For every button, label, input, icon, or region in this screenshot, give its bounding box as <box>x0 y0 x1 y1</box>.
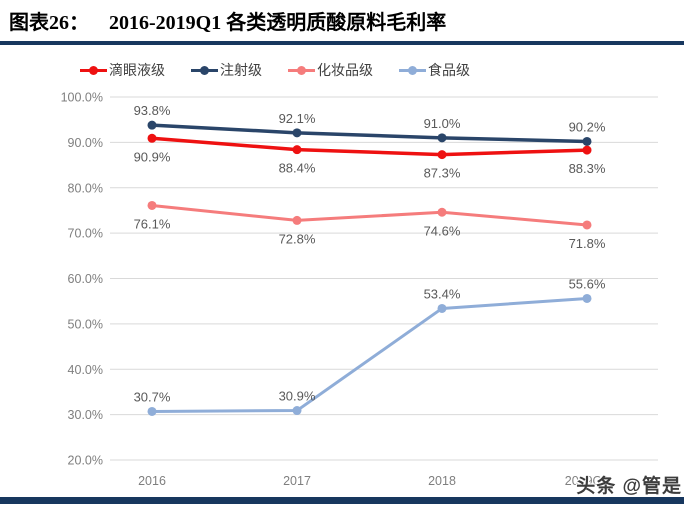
watermark: 头条 @管是 <box>576 476 682 497</box>
y-axis-tick-label: 70.0% <box>68 227 103 241</box>
series-line-injection-grade <box>150 123 589 144</box>
legend-item-food-grade: 食品级 <box>399 60 470 80</box>
data-label-cosmetic-grade: 74.6% <box>424 223 461 238</box>
y-axis-tick-label: 30.0% <box>68 408 103 422</box>
data-label-injection-grade: 91.0% <box>424 116 461 131</box>
legend-label-food-grade: 食品级 <box>428 62 470 78</box>
x-axis-tick-label: 2019Q1 <box>565 474 610 488</box>
series-line-eye-drop-grade <box>150 136 589 157</box>
legend-label-eye-drop-grade: 滴眼液级 <box>109 62 165 78</box>
data-point-injection-grade <box>292 128 302 138</box>
data-point-cosmetic-grade <box>147 200 157 210</box>
legend-label-cosmetic-grade: 化妆品级 <box>317 62 373 78</box>
legend-marker-eye-drop-grade <box>80 65 107 75</box>
legend-marker-injection-grade <box>191 65 218 75</box>
data-label-injection-grade: 93.8% <box>134 103 171 118</box>
legend-item-cosmetic-grade: 化妆品级 <box>288 60 373 80</box>
legend-marker-food-grade <box>399 65 426 75</box>
data-point-eye-drop-grade <box>437 150 447 160</box>
data-point-cosmetic-grade <box>582 220 592 230</box>
legend-marker-cosmetic-grade <box>288 65 315 75</box>
bottom-divider <box>0 497 684 504</box>
figure-number-label: 图表26： <box>9 12 89 34</box>
title-divider <box>0 41 684 45</box>
x-axis-tick-label: 2017 <box>283 474 311 488</box>
legend-label-injection-grade: 注射级 <box>220 62 262 78</box>
data-point-food-grade <box>292 406 302 416</box>
figure-title-row: 图表26： 2016-2019Q1 各类透明质酸原料毛利率 <box>9 6 446 35</box>
series-line-cosmetic-grade <box>150 203 589 227</box>
data-label-cosmetic-grade: 72.8% <box>279 231 316 246</box>
y-axis-tick-label: 100.0% <box>61 91 103 105</box>
data-label-eye-drop-grade: 90.9% <box>134 149 171 164</box>
y-axis-tick-label: 80.0% <box>68 181 103 195</box>
data-label-cosmetic-grade: 76.1% <box>134 216 171 231</box>
data-point-injection-grade <box>582 136 592 146</box>
y-axis-tick-label: 60.0% <box>68 272 103 286</box>
data-point-cosmetic-grade <box>292 215 302 225</box>
data-label-food-grade: 30.9% <box>279 389 316 404</box>
data-point-food-grade <box>582 293 592 303</box>
data-point-eye-drop-grade <box>292 145 302 155</box>
data-label-injection-grade: 92.1% <box>279 111 316 126</box>
chart-legend: 滴眼液级 注射级 化妆品级 食品级 <box>55 60 495 80</box>
y-axis-tick-label: 20.0% <box>68 454 103 468</box>
line-chart: 100.0% 90.0% 80.0% 70.0% 60.0% 50.0% 40.0% 30.0… <box>61 91 658 488</box>
data-point-food-grade <box>437 303 447 313</box>
data-point-cosmetic-grade <box>437 207 447 217</box>
data-point-eye-drop-grade <box>147 133 157 143</box>
chart-area: 100.0% 90.0% 80.0% 70.0% 60.0% 50.0% 40.0% 30.0… <box>0 85 684 497</box>
data-label-eye-drop-grade: 88.4% <box>279 161 316 176</box>
y-axis-tick-label: 90.0% <box>68 136 103 150</box>
y-axis-tick-label: 50.0% <box>68 317 103 331</box>
figure-title: 2016-2019Q1 各类透明质酸原料毛利率 <box>109 12 447 34</box>
x-axis-tick-label: 2018 <box>428 474 456 488</box>
data-point-eye-drop-grade <box>582 145 592 155</box>
data-label-food-grade: 55.6% <box>569 276 606 291</box>
data-label-eye-drop-grade: 88.3% <box>569 161 606 176</box>
legend-item-eye-drop-grade: 滴眼液级 <box>80 60 165 80</box>
data-label-injection-grade: 90.2% <box>569 119 606 134</box>
legend-item-injection-grade: 注射级 <box>191 60 262 80</box>
series-line-food-grade <box>150 296 589 413</box>
data-point-injection-grade <box>147 120 157 130</box>
data-point-food-grade <box>147 406 157 416</box>
data-point-injection-grade <box>437 133 447 143</box>
x-axis-tick-label: 2016 <box>138 474 166 488</box>
data-label-eye-drop-grade: 87.3% <box>424 166 461 181</box>
data-label-food-grade: 53.4% <box>424 286 461 301</box>
data-label-cosmetic-grade: 71.8% <box>569 236 606 251</box>
y-axis-tick-label: 40.0% <box>68 363 103 377</box>
data-label-food-grade: 30.7% <box>134 389 171 404</box>
